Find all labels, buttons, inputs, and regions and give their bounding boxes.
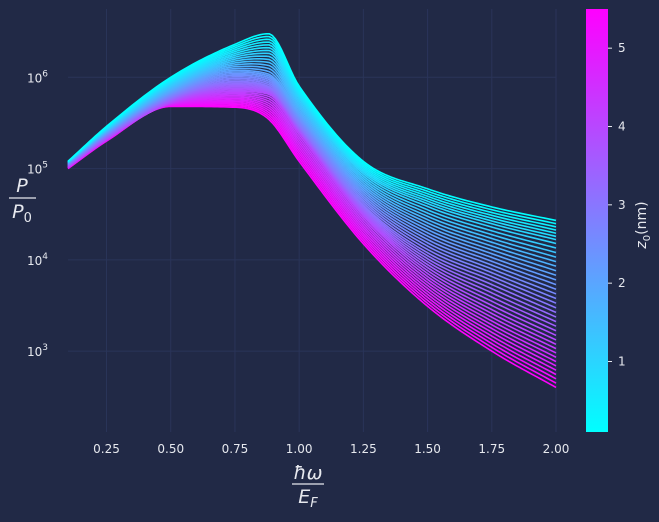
y-label-numerator: P [16, 175, 28, 197]
colorbar-ticks: 1 2 3 4 5 [608, 41, 626, 369]
colorbar-tick-label: 5 [618, 41, 626, 55]
series-curves [67, 33, 557, 389]
x-tick-label: 1.00 [286, 442, 313, 456]
colorbar-label: z0(nm) [634, 201, 653, 249]
x-axis: 0.25 0.50 0.75 1.00 1.25 1.50 1.75 2.00 [93, 442, 569, 456]
y-tick-label: 105 [27, 161, 48, 177]
y-axis-label: P P0 [9, 175, 36, 226]
colorbar: 1 2 3 4 5 z0(nm) [586, 9, 653, 432]
colorbar-tick-label: 2 [618, 276, 626, 290]
y-tick-label: 104 [27, 252, 48, 268]
y-tick-label: 106 [27, 69, 48, 85]
x-tick-label: 0.75 [222, 442, 249, 456]
x-tick-label: 1.75 [478, 442, 505, 456]
x-tick-label: 2.00 [543, 442, 570, 456]
x-label-numerator: ħω [293, 462, 322, 484]
series-line [67, 33, 557, 222]
colorbar-gradient [586, 9, 608, 432]
x-tick-label: 1.25 [350, 442, 377, 456]
colorbar-tick-label: 3 [618, 198, 626, 212]
colorbar-tick-label: 4 [618, 120, 626, 134]
x-axis-label: ħω EF [292, 462, 324, 511]
x-label-denominator: EF [298, 486, 318, 511]
x-tick-label: 1.50 [414, 442, 441, 456]
colorbar-tick-label: 1 [618, 355, 626, 369]
x-tick-label: 0.50 [157, 442, 184, 456]
x-tick-label: 0.25 [93, 442, 120, 456]
y-tick-label: 103 [27, 343, 48, 359]
y-label-denominator: P0 [12, 201, 32, 226]
